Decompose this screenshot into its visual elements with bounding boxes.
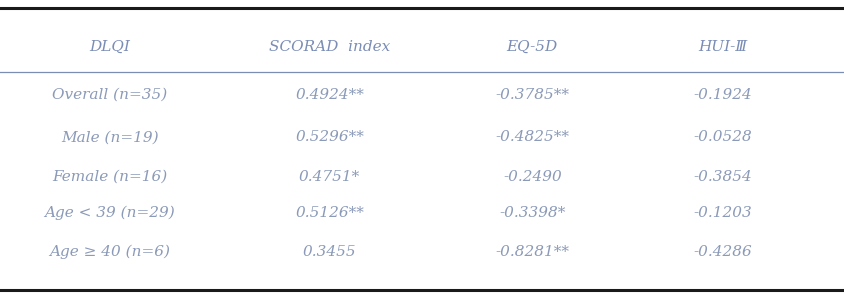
Text: Age < 39 (n=29): Age < 39 (n=29) xyxy=(45,206,175,220)
Text: SCORAD  index: SCORAD index xyxy=(268,40,390,54)
Text: DLQI: DLQI xyxy=(89,40,130,54)
Text: -0.8281**: -0.8281** xyxy=(495,245,569,259)
Text: 0.4751*: 0.4751* xyxy=(299,170,360,184)
Text: 0.5126**: 0.5126** xyxy=(295,206,364,220)
Text: Female (n=16): Female (n=16) xyxy=(52,170,167,184)
Text: 0.5296**: 0.5296** xyxy=(295,130,364,144)
Text: Overall (n=35): Overall (n=35) xyxy=(52,88,167,102)
Text: -0.2490: -0.2490 xyxy=(502,170,561,184)
Text: -0.0528: -0.0528 xyxy=(692,130,751,144)
Text: Male (n=19): Male (n=19) xyxy=(61,130,159,144)
Text: -0.1924: -0.1924 xyxy=(692,88,751,102)
Text: -0.3398*: -0.3398* xyxy=(499,206,565,220)
Text: 0.3455: 0.3455 xyxy=(302,245,356,259)
Text: -0.3785**: -0.3785** xyxy=(495,88,569,102)
Text: -0.1203: -0.1203 xyxy=(692,206,751,220)
Text: Age ≥ 40 (n=6): Age ≥ 40 (n=6) xyxy=(49,245,170,259)
Text: 0.4924**: 0.4924** xyxy=(295,88,364,102)
Text: -0.3854: -0.3854 xyxy=(692,170,751,184)
Text: -0.4286: -0.4286 xyxy=(692,245,751,259)
Text: -0.4825**: -0.4825** xyxy=(495,130,569,144)
Text: HUI-Ⅲ: HUI-Ⅲ xyxy=(697,40,746,54)
Text: EQ-5D: EQ-5D xyxy=(506,40,557,54)
